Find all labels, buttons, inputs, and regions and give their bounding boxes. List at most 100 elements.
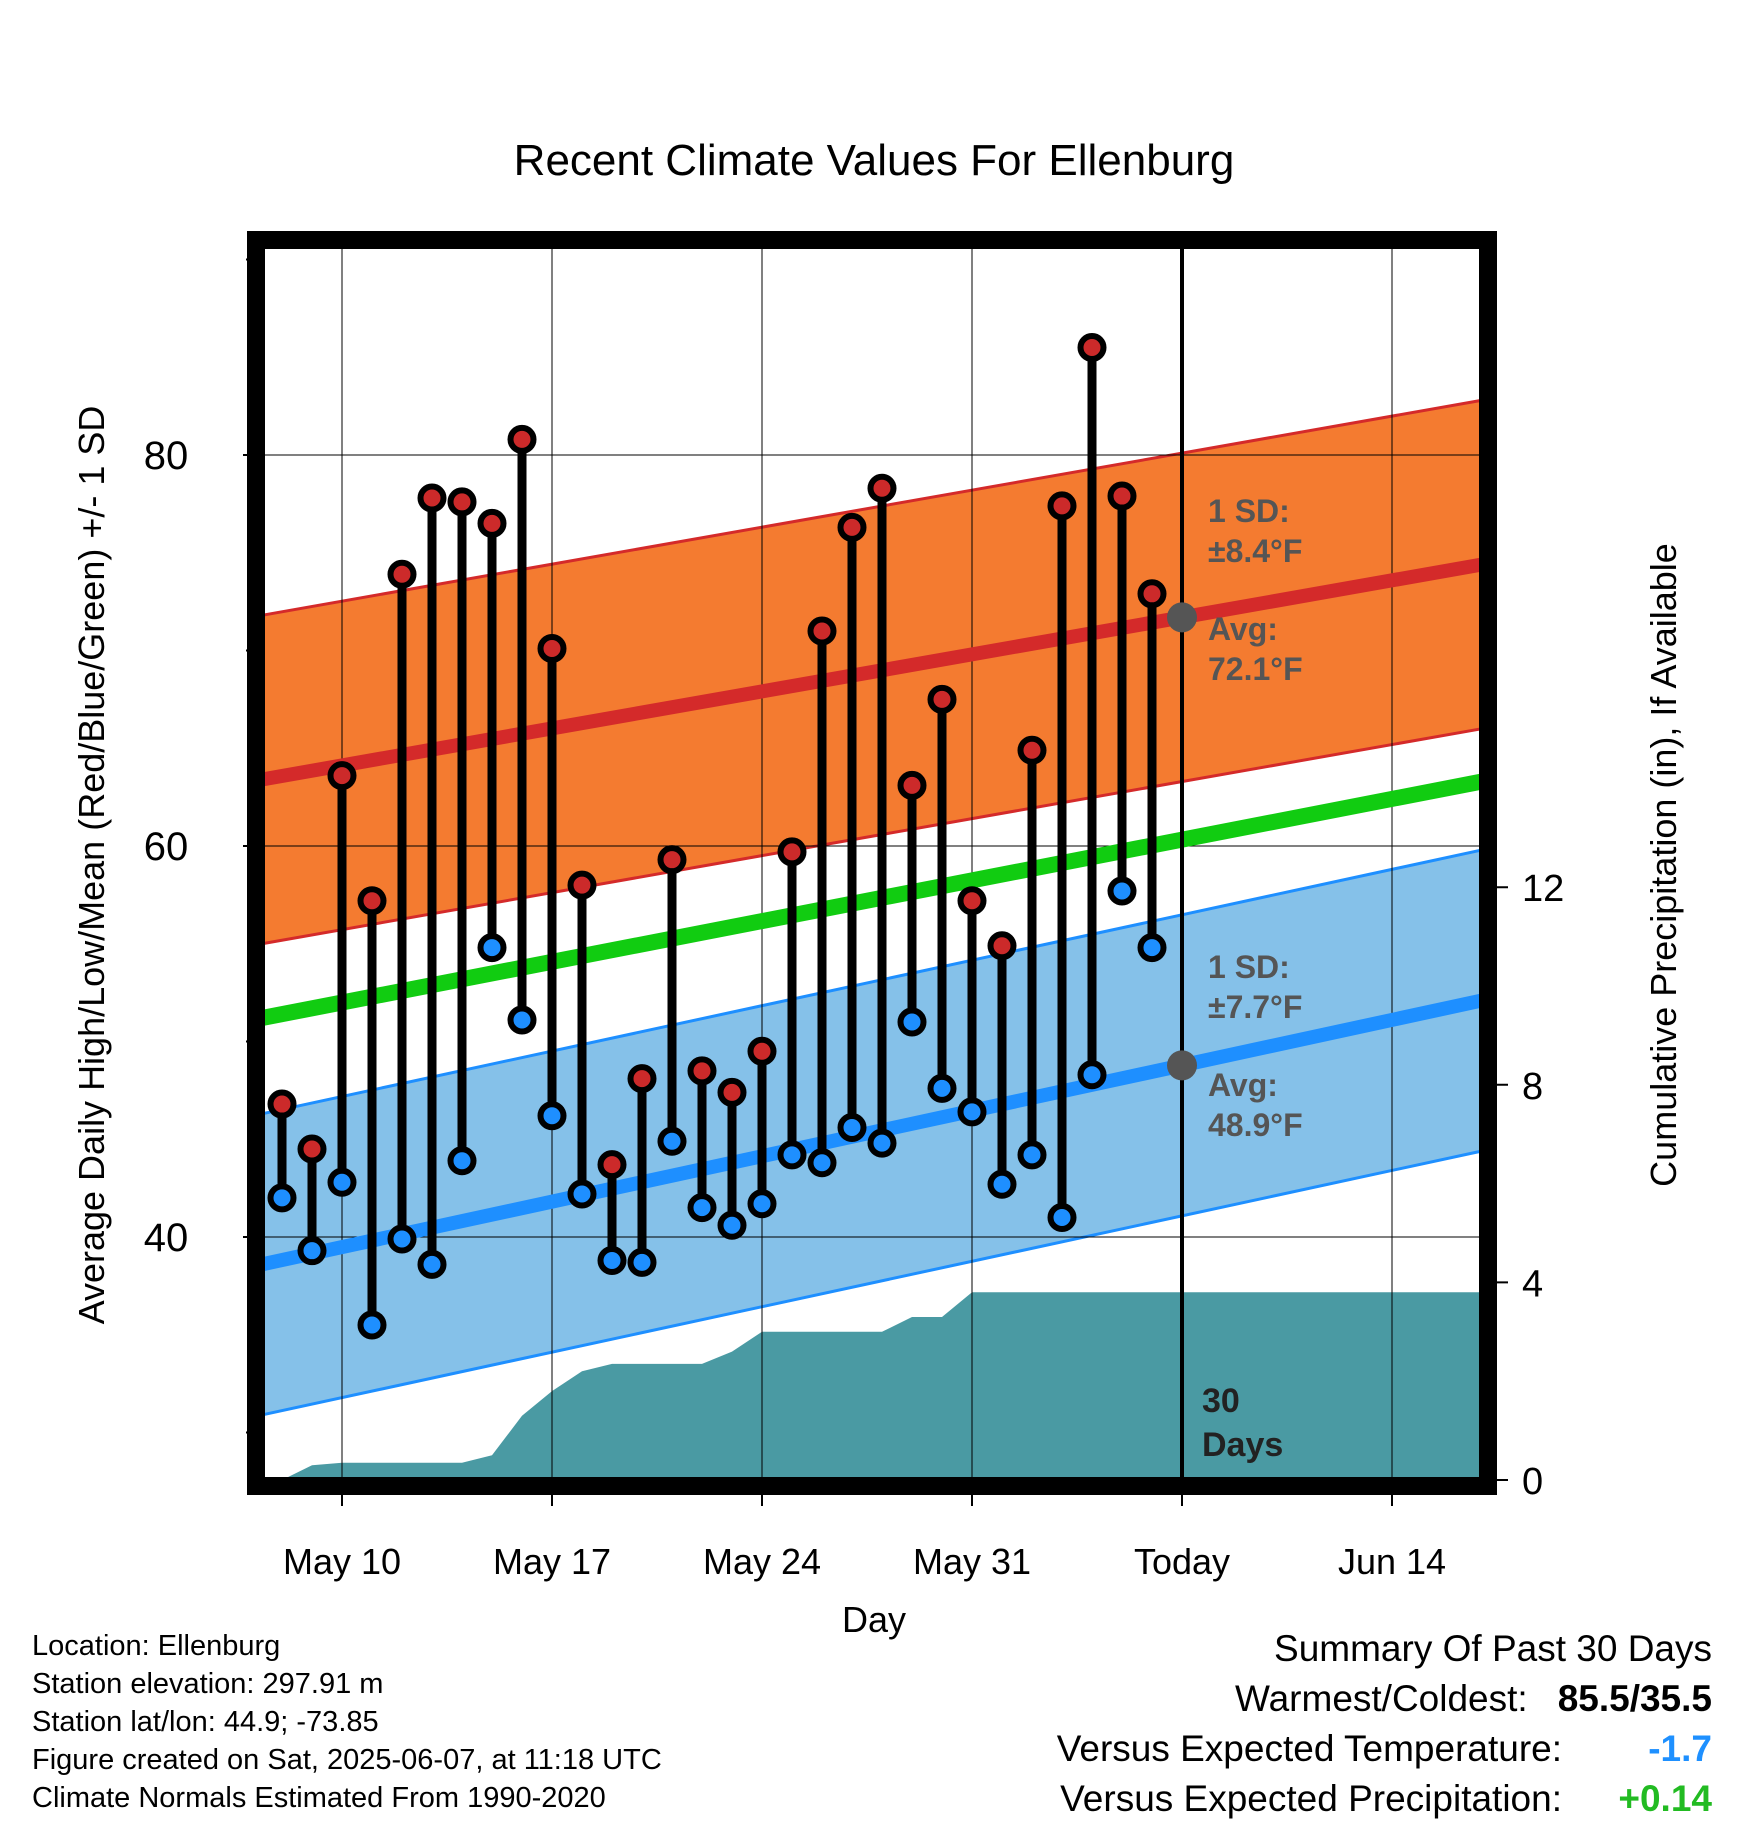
y-tick-label: 40	[144, 1216, 189, 1260]
low-sd-lower-line	[261, 1149, 1483, 1417]
high-avg-marker	[1167, 602, 1197, 633]
low-sd-label: 1 SD:	[1208, 949, 1290, 985]
daily-high-dot	[327, 761, 357, 791]
precip-label: Versus Expected Precipitation:	[1060, 1778, 1562, 1819]
daily-high-dot	[477, 508, 507, 538]
low-avg-label: Avg:	[1208, 1067, 1278, 1103]
daily-high-dot	[657, 845, 687, 875]
plot-border	[247, 231, 1497, 1495]
daily-high-dot	[417, 483, 447, 513]
daily-low-dot	[687, 1193, 717, 1223]
daily-low-dot	[987, 1169, 1017, 1199]
x-tick-label: May 17	[493, 1541, 611, 1582]
daily-low-dot	[297, 1236, 327, 1266]
summary-panel: Summary Of Past 30 Days Warmest/Coldest:…	[1057, 1624, 1712, 1824]
y-axis-title: Average Daily High/Low/Mean (Red/Blue/Gr…	[71, 406, 112, 1325]
daily-high-dot	[567, 870, 597, 900]
y2-tick-label: 8	[1522, 1066, 1543, 1108]
daily-low-dot	[447, 1146, 477, 1176]
daily-high-dot	[717, 1077, 747, 1107]
summary-heading: Summary Of Past 30 Days	[1274, 1628, 1712, 1669]
daily-low-dot	[1047, 1202, 1077, 1232]
high-annotation: 1 SD: ±8.4°F Avg: 72.1°F	[1208, 493, 1303, 687]
low-sd-value: ±7.7°F	[1208, 989, 1302, 1025]
precipitation-area	[262, 1292, 1482, 1480]
daily-low-dot	[777, 1140, 807, 1170]
plot-frame	[247, 231, 1497, 1495]
daily-low-dot	[1077, 1060, 1107, 1090]
daily-low-dot	[747, 1189, 777, 1219]
x-axis-ticks: May 10 May 17 May 24 May 31 Today Jun 14	[283, 1490, 1446, 1582]
daily-low-dot	[927, 1073, 957, 1103]
x-axis-title: Day	[842, 1599, 906, 1640]
y2-tick-label: 0	[1522, 1461, 1543, 1503]
y2-tick-label: 12	[1522, 868, 1564, 910]
latlon-text: Station lat/lon: 44.9; -73.85	[32, 1706, 379, 1738]
daily-low-dot	[627, 1247, 657, 1277]
daily-high-dot	[957, 886, 987, 916]
daily-low-dot	[837, 1113, 867, 1143]
daily-high-dot	[747, 1036, 777, 1066]
daily-low-dot	[807, 1148, 837, 1178]
daily-low-dot	[387, 1224, 417, 1254]
daily-low-dot	[597, 1245, 627, 1275]
normal-low-line	[260, 993, 1484, 1272]
daily-high-dot	[357, 886, 387, 916]
daily-high-dot	[927, 684, 957, 714]
low-avg-marker	[1167, 1050, 1197, 1081]
daily-low-dot	[867, 1128, 897, 1158]
warmest-row: Warmest/Coldest: 85.5/35.5	[1057, 1674, 1712, 1724]
x-tick-label: May 24	[703, 1541, 821, 1582]
precip-area-fill	[262, 1292, 1482, 1480]
days-word: Days	[1202, 1426, 1283, 1464]
daily-dots	[267, 332, 1167, 1340]
location-text: Location: Ellenburg	[32, 1630, 281, 1662]
daily-low-dot	[537, 1101, 567, 1131]
daily-low-dot	[1017, 1140, 1047, 1170]
daily-high-dot	[987, 931, 1017, 961]
daily-low-dot	[1137, 933, 1167, 963]
today-marker	[1167, 246, 1197, 1480]
y-tick-label: 80	[144, 434, 189, 478]
precip-value: +0.14	[1618, 1778, 1712, 1819]
daily-high-dot	[1047, 491, 1077, 521]
low-avg-value: 48.9°F	[1208, 1107, 1303, 1143]
daily-high-dot	[1107, 481, 1137, 511]
x-tick-label: May 10	[283, 1541, 401, 1582]
daily-low-dot	[357, 1310, 387, 1340]
daily-low-dot	[417, 1249, 447, 1279]
station-info: Location: Ellenburg Station elevation: 2…	[32, 1627, 662, 1817]
created-text: Figure created on Sat, 2025-06-07, at 11…	[32, 1744, 662, 1776]
y-tick-label: 60	[144, 825, 189, 869]
daily-high-dot	[1077, 332, 1107, 362]
high-sd-value: ±8.4°F	[1208, 533, 1302, 569]
daily-high-dot	[447, 487, 477, 517]
y2-axis-ticks: 0 4 8 12	[1490, 868, 1564, 1503]
daily-high-dot	[597, 1150, 627, 1180]
x-tick-label: Jun 14	[1338, 1541, 1446, 1582]
daily-high-dot	[267, 1089, 297, 1119]
days-number: 30	[1202, 1382, 1240, 1420]
low-annotation: 1 SD: ±7.7°F Avg: 48.9°F	[1208, 949, 1303, 1143]
daily-low-dot	[507, 1005, 537, 1035]
temp-label: Versus Expected Temperature:	[1056, 1728, 1562, 1769]
warmest-label: Warmest/Coldest:	[1235, 1678, 1528, 1719]
x-tick-label: May 31	[913, 1541, 1031, 1582]
days-annotation: 30 Days	[1202, 1382, 1283, 1464]
y2-tick-label: 4	[1522, 1263, 1543, 1305]
daily-high-dot	[537, 634, 567, 664]
daily-high-dot	[507, 424, 537, 454]
daily-low-dot	[477, 933, 507, 963]
daily-low-dot	[1107, 876, 1137, 906]
high-sd-label: 1 SD:	[1208, 493, 1290, 529]
precip-row: Versus Expected Precipitation: +0.14	[1057, 1774, 1712, 1824]
daily-low-dot	[657, 1126, 687, 1156]
y-axis-ticks: 40 60 80	[144, 258, 256, 1434]
daily-low-dot	[717, 1210, 747, 1240]
daily-low-dot	[327, 1167, 357, 1197]
daily-high-dot	[807, 616, 837, 646]
daily-low-dot	[957, 1097, 987, 1127]
daily-high-dot	[1017, 735, 1047, 765]
daily-high-dot	[777, 837, 807, 867]
